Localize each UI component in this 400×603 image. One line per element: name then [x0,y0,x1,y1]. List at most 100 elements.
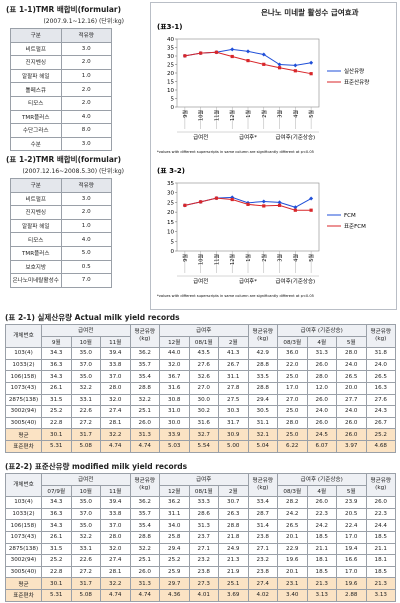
cell: 33.4 [247,496,278,509]
cell: 27.6 [188,358,219,372]
cell: 1033(2) [5,358,42,372]
cell: 5.08 [70,439,101,453]
cell: 36.3 [41,358,72,372]
cell: 21.9 [218,565,249,579]
cell: 31.3 [306,347,337,360]
cell: 28.8 [218,519,249,532]
cell: 27.4 [100,554,131,567]
cell: 1.0 [60,68,112,84]
cell: 33.8 [100,507,131,521]
cell: 3.40 [277,588,308,602]
cell: 37.0 [70,507,101,521]
cell: 23.7 [188,530,219,544]
month-cell: 08/3월 [277,484,308,498]
header-cell: 평균유량 (kg) [365,323,396,349]
cell: 26.1 [41,381,72,395]
y-tick-label: 20 [167,210,174,216]
y-tick-label: 30 [167,191,174,197]
cell: 28.8 [129,381,160,395]
cell: 36.7 [159,370,190,383]
x-tick-label: 3월 [277,254,284,262]
cell: 5.00 [218,439,249,453]
x-tick-label: 10월 [198,254,205,265]
cell: 31.7 [70,428,101,441]
point [230,47,235,52]
row: 비트펄프 3.0 [10,41,112,57]
row: 3005(40) 22.8 27.2 28.1 26.0 25.9 23.8 21.9 23.8… [5,565,396,579]
cell: 비트펄프 [10,191,62,207]
group-header-row: 개체번호 급여전 평균유량 (kg) 급여후 평균유량 (kg) 급여후 (기준상승) 평균… [5,323,396,349]
cell: 26.0 [365,496,396,509]
row: 보호지방 0.5 [10,259,112,275]
row: 진지벤싱 2.0 [10,205,112,220]
cell: 35.0 [70,519,101,532]
cell: 103(4) [5,496,42,509]
header-cell: 평균유량 (kg) [129,323,160,349]
cell: 27.3 [188,577,219,590]
cell: 1.0 [60,218,112,234]
cell: 4.0 [60,109,112,125]
row: 평균 30.1 31.7 32.2 31.3 29.7 27.3 25.1 27.4 23.1 21… [5,577,396,590]
cell: 5.31 [41,588,72,602]
cell: 18.1 [365,554,396,567]
cell: 30.5 [247,405,278,418]
cell: 25.1 [129,405,160,418]
cell: 34.3 [41,519,72,532]
cell: 103(4) [5,347,42,360]
cell: 21.3 [365,577,396,590]
header-cell: 평균유량 (kg) [129,472,160,498]
cell: 31.1 [159,507,190,521]
header-row: 구분 적유량 [10,28,112,43]
cell: 33.5 [247,370,278,383]
cell: 29.4 [159,542,190,556]
cell: 26.0 [336,416,367,430]
cell: 19.6 [336,577,367,590]
point [262,62,266,66]
cell: 23.1 [277,577,308,590]
cell: 16.6 [336,554,367,567]
header-cell: 개체번호 [5,323,42,349]
cell: 27.0 [277,393,308,407]
chart-title: (표 3-2) [157,167,185,175]
y-tick-label: 10 [167,88,174,94]
x-tick-label: 5월 [308,254,315,262]
panel-title: 은나노 미네랄 활성수 급여효과 [261,8,359,17]
month-cell: 4월 [306,484,337,498]
point [293,69,297,73]
cell: 24.2 [306,519,337,532]
cell: 34.3 [41,496,72,509]
cell: 평균 [5,428,42,441]
cell: 37.0 [100,370,131,383]
cell: TMR플러스 [10,109,62,125]
table-title: (표2-2) 표준산유량 modified milk yield records [5,462,188,471]
cell: 39.4 [100,496,131,509]
row: 평균 30.1 31.7 32.2 31.3 33.9 32.7 30.9 32.1 25.0 24… [5,428,396,441]
month-cell: 4월 [306,335,337,349]
cell: 17.0 [336,565,367,579]
cell: 24.2 [277,507,308,521]
point [277,62,282,67]
cell: 24.5 [306,428,337,441]
month-cell: 10월 [70,335,101,349]
row: TMR플러스 5.0 [10,245,112,261]
row: 알팔파 헤일 1.0 [10,218,112,234]
cell: 23.9 [336,496,367,509]
cell: 보호지방 [10,259,62,275]
cell: 35.0 [70,370,101,383]
y-tick-label: 5 [171,97,175,103]
point [277,200,282,205]
cell: 3.13 [306,588,337,602]
cell: 31.3 [188,519,219,532]
group-label: 급여후* [239,277,257,285]
cell: 31.3 [129,577,160,590]
cell: 17.0 [277,381,308,395]
point [293,205,298,210]
cell: 32.2 [70,381,101,395]
cell: 32.2 [100,577,131,590]
month-cell: 08/1월 [188,484,219,498]
cell: 30.0 [159,416,190,430]
month-cell: 9월 [41,335,72,349]
cell: 16.3 [365,381,396,395]
cell: 36.3 [41,507,72,521]
cell: 27.2 [70,565,101,579]
